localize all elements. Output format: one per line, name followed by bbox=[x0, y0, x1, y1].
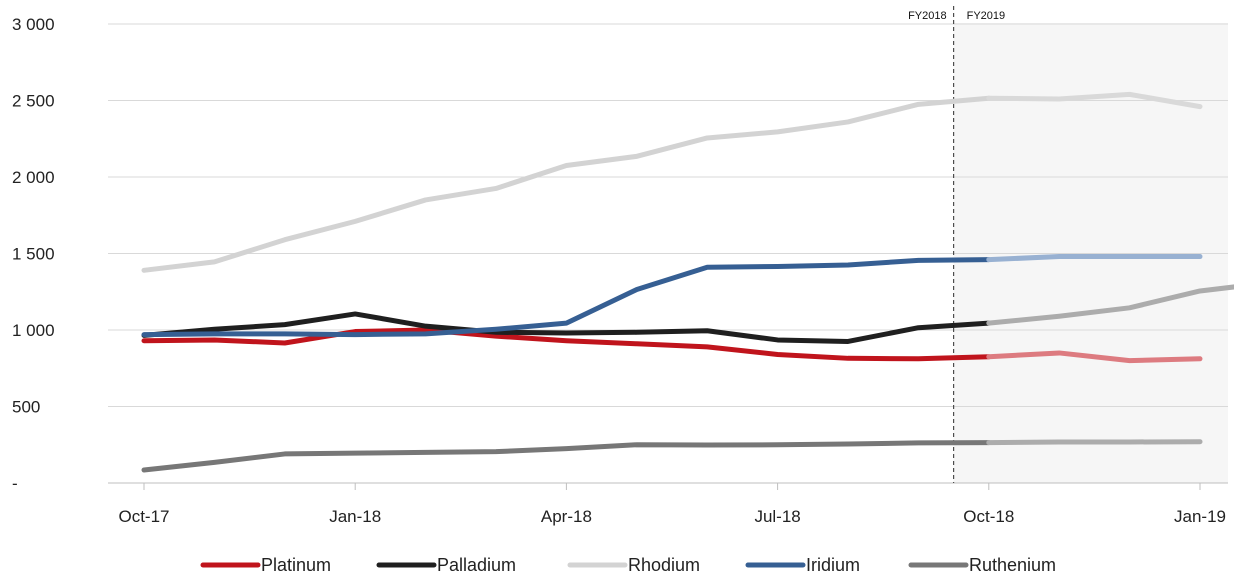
palladium-actual-line bbox=[141, 311, 992, 344]
platinum-forecast-line bbox=[986, 350, 1203, 364]
rhodium-actual-line bbox=[141, 95, 992, 273]
y-tick-label: 3 000 bbox=[12, 15, 55, 34]
x-tick-label: Oct-18 bbox=[963, 507, 1014, 526]
y-tick-label: 1 000 bbox=[12, 321, 55, 340]
legend-label-ruthenium: Ruthenium bbox=[969, 555, 1056, 575]
period-label-fy2018: FY2018 bbox=[908, 10, 947, 22]
axis-layer bbox=[108, 6, 1228, 490]
x-tick-label: Jan-19 bbox=[1174, 507, 1226, 526]
legend-label-iridium: Iridium bbox=[806, 555, 860, 575]
x-tick-label: Jan-18 bbox=[329, 507, 381, 526]
x-tick-label: Jul-18 bbox=[754, 507, 800, 526]
x-tick-label: Apr-18 bbox=[541, 507, 592, 526]
series-layer bbox=[141, 91, 1234, 473]
period-label-fy2019: FY2019 bbox=[967, 10, 1006, 22]
ruthenium-actual-line bbox=[141, 440, 992, 473]
legend-label-palladium: Palladium bbox=[437, 555, 516, 575]
label-layer: - 500 1 000 1 500 2 000 2 500 3 000 Oct-17 Jan-1… bbox=[12, 10, 1226, 526]
legend-label-platinum: Platinum bbox=[261, 555, 331, 575]
iridium-forecast-line bbox=[986, 254, 1203, 263]
y-tick-label: 500 bbox=[12, 398, 40, 417]
ruthenium-secondary-forecast-line bbox=[986, 284, 1234, 326]
y-tick-label: 2 500 bbox=[12, 92, 55, 111]
legend-layer: Platinum Palladium Rhodium Iridium Ruthenium bbox=[200, 555, 1056, 575]
platinum-actual-line bbox=[141, 327, 992, 362]
iridium-actual-line bbox=[141, 257, 992, 338]
y-tick-label: - bbox=[12, 474, 18, 493]
legend-label-rhodium: Rhodium bbox=[628, 555, 700, 575]
rhodium-forecast-line bbox=[986, 91, 1203, 110]
x-tick-label: Oct-17 bbox=[118, 507, 169, 526]
y-tick-label: 1 500 bbox=[12, 245, 55, 264]
y-tick-label: 2 000 bbox=[12, 168, 55, 187]
ruthenium-forecast-line bbox=[986, 439, 1203, 446]
